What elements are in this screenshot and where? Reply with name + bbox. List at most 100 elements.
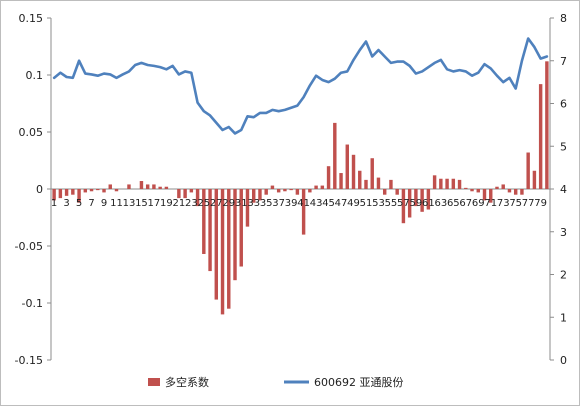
bar [501,184,505,189]
category-tick-label: 73 [497,198,510,209]
category-tick-label: 55 [385,198,398,209]
legend-line-label: 600692 亚通股份 [314,376,404,389]
bar-series-layer [52,61,549,315]
bar [233,189,237,281]
bar [526,152,530,189]
bar [470,189,474,192]
bar [489,189,493,203]
right-tick-label: 1 [560,311,567,324]
bar [295,189,300,195]
category-tick-label: 61 [422,198,435,209]
bar [376,177,381,189]
category-tick-label: 15 [135,198,148,209]
bar [289,189,293,191]
category-tick-label: 71 [484,198,497,209]
bar [96,189,100,191]
bar [270,185,275,189]
bar [89,189,94,192]
bar [177,189,181,199]
bar [482,189,487,201]
bar [252,189,256,203]
bar [145,184,150,189]
bar [432,175,437,189]
category-tick-label: 67 [459,198,472,209]
bar [538,84,543,189]
bar [83,189,88,193]
right-tick-label: 2 [560,269,567,282]
right-tick-label: 7 [560,55,567,68]
bar [308,189,312,193]
bar [445,178,449,189]
bar [214,189,219,300]
bar [114,189,119,192]
right-tick-label: 8 [560,12,567,25]
left-tick-label: -0.15 [15,354,43,367]
bar [71,189,75,195]
bar [276,189,281,193]
bar [127,184,131,189]
bar [339,173,343,189]
category-tick-label: 7 [88,198,94,209]
category-tick-label: 51 [360,198,373,209]
bar [401,189,406,224]
bar [195,189,200,207]
bar [52,189,56,201]
bar [507,189,512,193]
bar [227,189,231,309]
right-tick-label: 0 [560,354,567,367]
bar [320,185,325,189]
bar [164,186,169,189]
line-series-layer [52,37,549,135]
category-tick-label: 21 [173,198,186,209]
category-tick-label: 69 [472,198,485,209]
category-tick-label: 23 [185,198,198,209]
bar [139,181,144,189]
legend: 多空系数 600692 亚通股份 [148,375,404,389]
bar [152,184,156,189]
category-tick-label: 3 [63,198,69,209]
category-tick-label: 33 [247,198,260,209]
bar [189,189,194,193]
category-tick-label: 43 [310,198,323,209]
category-tick-label: 53 [372,198,385,209]
bar [358,170,362,189]
right-tick-label: 3 [560,226,567,239]
bar [364,179,368,189]
right-tick-label: 6 [560,98,567,111]
bar [395,189,399,195]
bar [314,185,318,189]
bar [495,186,499,189]
left-tick-label: 0.05 [19,126,44,139]
bar [158,186,162,189]
left-tick-label: -0.05 [15,240,43,253]
bar [382,189,387,195]
legend-bar-swatch [148,378,160,386]
right-tick-label: 5 [560,140,567,153]
bar [464,187,468,189]
category-tick-label: 39 [285,198,298,209]
category-tick-label: 1 [51,198,57,209]
bar [520,189,524,195]
bar [108,184,112,189]
bar [245,189,250,227]
category-tick-label: 77 [522,198,535,209]
bar [370,158,374,189]
bar [77,189,81,203]
bar [351,154,356,189]
bar [426,189,431,210]
category-tick-label: 27 [210,198,223,209]
bar [258,189,262,201]
bar [414,189,418,207]
bar [333,122,337,189]
price-line [52,37,549,135]
category-tick-label: 17 [148,198,161,209]
left-tick-label: 0.15 [19,12,44,25]
bar [439,178,443,189]
left-tick-label: 0 [36,183,43,196]
category-tick-label: 31 [235,198,248,209]
bar [183,189,187,199]
category-tick-label: 5 [76,198,82,209]
category-tick-label: 57 [397,198,410,209]
